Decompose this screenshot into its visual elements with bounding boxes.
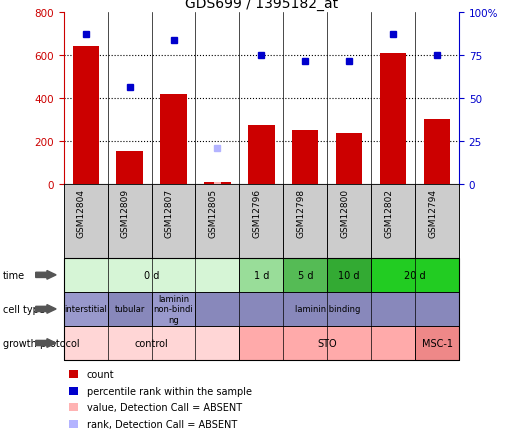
Bar [248, 125, 274, 184]
Bar [116, 151, 143, 184]
Text: GSM12794: GSM12794 [427, 188, 436, 237]
Bar [423, 120, 449, 184]
Text: GSM12796: GSM12796 [252, 188, 261, 237]
Text: GSM12805: GSM12805 [208, 188, 217, 237]
Text: GSM12800: GSM12800 [340, 188, 349, 237]
Text: tubular: tubular [114, 305, 145, 314]
Text: interstitial: interstitial [64, 305, 107, 314]
Text: 20 d: 20 d [404, 270, 425, 280]
Title: GDS699 / 1395182_at: GDS699 / 1395182_at [184, 0, 337, 10]
Text: 10 d: 10 d [338, 270, 359, 280]
Bar [160, 95, 186, 184]
Text: GSM12798: GSM12798 [296, 188, 305, 237]
Text: cell type: cell type [3, 304, 44, 314]
Bar [204, 182, 230, 184]
Text: rank, Detection Call = ABSENT: rank, Detection Call = ABSENT [87, 419, 237, 429]
Text: control: control [134, 338, 168, 348]
Bar [379, 54, 406, 184]
Bar [335, 134, 362, 184]
Bar [72, 47, 99, 184]
Text: MSC-1: MSC-1 [421, 338, 451, 348]
Text: GSM12802: GSM12802 [383, 188, 392, 237]
Text: value, Detection Call = ABSENT: value, Detection Call = ABSENT [87, 402, 241, 412]
Text: GSM12807: GSM12807 [164, 188, 173, 237]
Text: percentile rank within the sample: percentile rank within the sample [87, 386, 251, 396]
Bar [213, 182, 221, 184]
Text: 1 d: 1 d [253, 270, 269, 280]
Text: laminin binding: laminin binding [294, 305, 359, 314]
Text: 5 d: 5 d [297, 270, 313, 280]
Text: GSM12809: GSM12809 [121, 188, 129, 237]
Text: laminin
non-bindi
ng: laminin non-bindi ng [153, 294, 193, 324]
Text: count: count [87, 370, 114, 379]
Text: STO: STO [317, 338, 336, 348]
Text: GSM12804: GSM12804 [76, 188, 86, 237]
Bar [292, 131, 318, 184]
Text: 0 d: 0 d [144, 270, 159, 280]
Text: time: time [3, 270, 24, 280]
Text: growth protocol: growth protocol [3, 338, 79, 348]
